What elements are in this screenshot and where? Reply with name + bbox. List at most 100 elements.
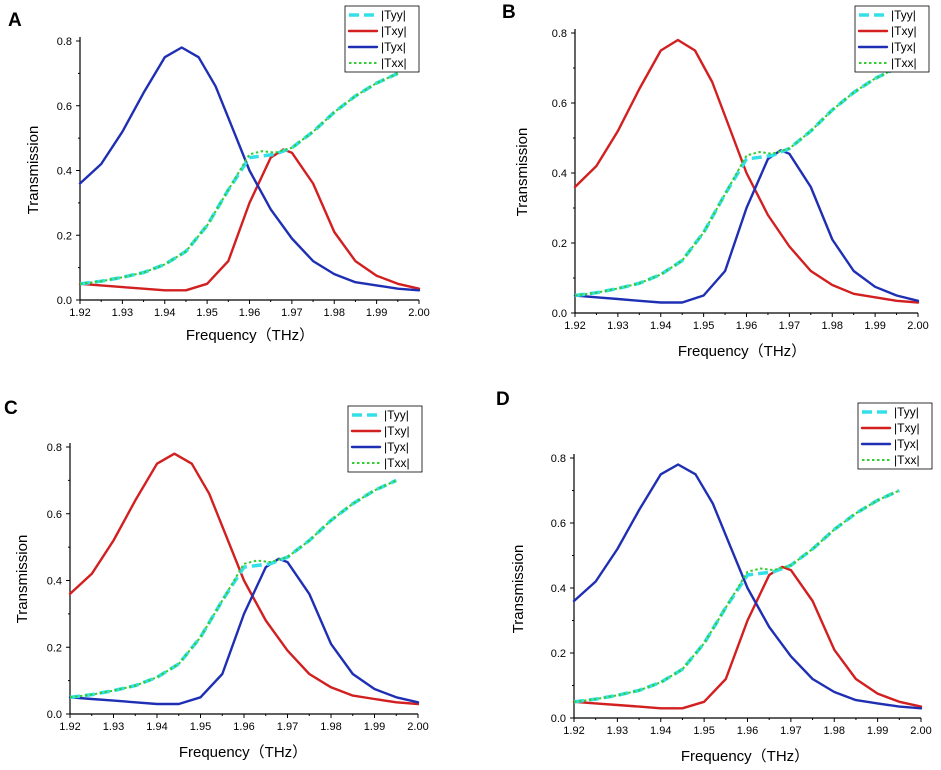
x-tick-label: 1.95 [190,721,211,733]
x-tick-label: 1.99 [364,721,385,733]
panel-letter: B [502,2,516,23]
x-tick-label: 1.93 [607,320,628,332]
x-axis-title: Frequency（THz） [681,748,809,765]
x-tick-label: 1.97 [277,721,298,733]
panel-letter: A [8,10,22,31]
y-tick-label: 0.2 [551,648,566,660]
panel-a: A 1.92 1.93 1.94 1.95 1.96 1.97 1.98 1.99 2.00 0.0… [8,5,430,344]
series-line-txx [573,489,900,703]
x-axis-title: Frequency（THz） [678,343,806,360]
series-line-tyy [69,478,398,700]
x-tick-label: 1.92 [563,725,584,737]
legend-box [347,405,423,473]
legend-label: |Tyx| [891,40,916,54]
legend-label: |Txy| [381,24,407,38]
y-tick-label: 0.8 [47,442,62,454]
y-axis-title: Transmission [14,535,31,624]
legend-label: |Txy| [384,424,410,438]
legend: |Tyy| |Txy| |Tyx| |Txx| [854,5,930,73]
x-tick-label: 1.96 [239,307,260,319]
series-line-tyx [573,149,920,304]
y-tick-label: 0.2 [57,230,72,242]
legend-label: |Tyx| [384,440,409,454]
x-tick-label: 1.95 [693,320,714,332]
series-line-tyx [68,557,420,706]
series-line-txy [68,452,420,706]
panel-letter: C [4,398,18,419]
x-tick-label: 1.97 [780,725,801,737]
legend-label: |Tyy| [384,408,409,422]
y-tick-label: 0.4 [551,583,566,595]
y-tick-label: 0.4 [47,576,62,588]
x-tick-label: 1.96 [737,725,758,737]
legend-label: |Tyy| [381,8,406,22]
legend: |Tyy| |Txy| |Tyx| |Txx| [344,5,420,73]
y-tick-label: 0.6 [57,101,72,113]
series-line-txy [78,148,421,292]
x-tick-label: 2.00 [907,320,928,332]
y-axis-title: Transmission [25,126,42,215]
legend-label: |Txx| [381,56,407,70]
legend-box [854,5,930,73]
x-tick-label: 1.92 [59,721,80,733]
y-tick-label: 0.4 [57,166,72,178]
x-tick-label: 1.94 [650,725,671,737]
x-tick-label: 1.98 [320,721,341,733]
y-tick-label: 0.8 [551,453,566,465]
x-tick-label: 2.00 [407,721,428,733]
x-tick-label: 1.93 [607,725,628,737]
x-tick-label: 1.93 [103,721,124,733]
series-line-txx [69,479,397,699]
panel-d: D 1.92 1.93 1.94 1.95 1.96 1.97 1.98 1.99 2.00 0.0… [496,389,933,765]
y-tick-label: 0.8 [57,36,72,48]
y-tick-label: 0.8 [552,28,567,40]
series-line-txy [572,565,923,710]
legend: |Tyy| |Txy| |Tyx| |Txx| [347,405,423,473]
series-line-txy [573,38,920,304]
x-tick-label: 1.92 [69,307,90,319]
y-tick-label: 0.6 [47,509,62,521]
y-tick-label: 0.6 [551,518,566,530]
x-tick-label: 1.97 [779,320,800,332]
legend-label: |Txx| [894,453,920,467]
legend: |Tyy| |Txy| |Tyx| |Txx| [857,402,933,470]
series-line-tyx [572,463,923,710]
y-tick-label: 0.0 [57,295,72,307]
series-line-txx [79,72,399,285]
x-tick-label: 1.96 [736,320,757,332]
legend-label: |Tyx| [894,437,919,451]
legend-label: |Txx| [384,456,410,470]
y-tick-label: 0.6 [552,98,567,110]
panel-b: B 1.92 1.93 1.94 1.95 1.96 1.97 1.98 1.99 2.00 0.0… [502,2,930,360]
panel-c: C 1.92 1.93 1.94 1.95 1.96 1.97 1.98 1.99 2.00 0.0… [4,398,429,761]
x-axis-title: Frequency（THz） [179,744,307,761]
x-tick-label: 1.99 [867,725,888,737]
series-line-tyy [574,66,898,298]
y-axis-title: Transmission [514,128,531,217]
legend-box [857,402,933,470]
x-tick-label: 1.94 [650,320,671,332]
x-tick-label: 1.99 [366,307,387,319]
legend-label: |Txy| [894,421,920,435]
legend-label: |Tyy| [894,405,919,419]
panel-letter: D [496,389,510,410]
y-tick-label: 0.2 [552,238,567,250]
y-tick-label: 0.2 [47,642,62,654]
y-axis-title: Transmission [510,545,527,634]
series-line-tyx [78,46,421,292]
x-tick-label: 1.95 [196,307,217,319]
x-axis-title: Frequency（THz） [186,327,314,344]
y-tick-label: 0.0 [552,308,567,320]
y-tick-label: 0.4 [552,168,567,180]
x-tick-label: 1.98 [324,307,345,319]
y-tick-label: 0.0 [551,713,566,725]
x-tick-label: 2.00 [408,307,429,319]
x-tick-label: 2.00 [910,725,931,737]
x-tick-label: 1.98 [824,725,845,737]
x-tick-label: 1.92 [564,320,585,332]
legend-label: |Tyx| [381,40,406,54]
x-tick-label: 1.93 [112,307,133,319]
x-tick-label: 1.98 [822,320,843,332]
x-tick-label: 1.99 [864,320,885,332]
